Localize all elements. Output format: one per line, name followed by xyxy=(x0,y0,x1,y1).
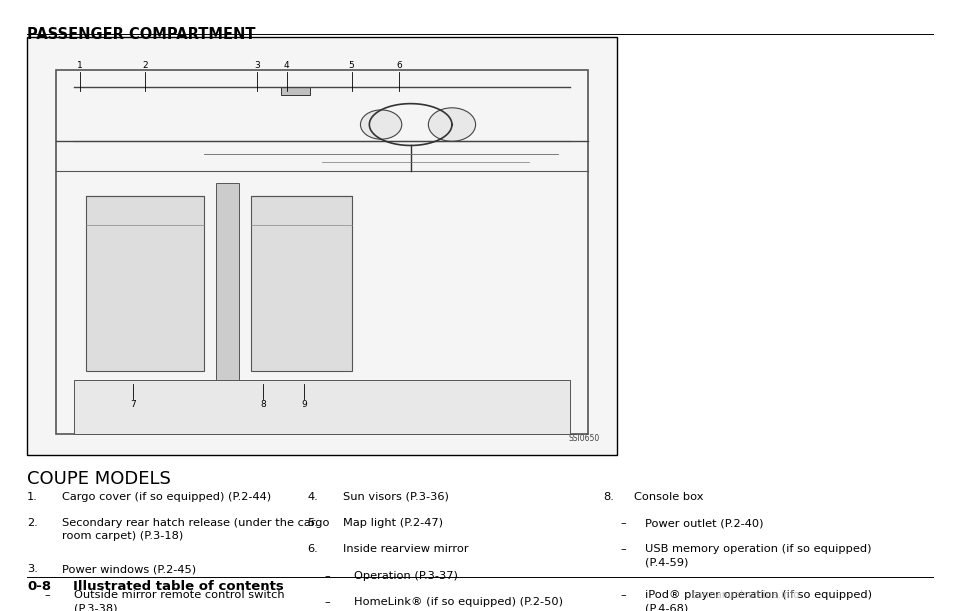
Text: 1.: 1. xyxy=(27,492,37,502)
Text: USB memory operation (if so equipped)
(P.4-59): USB memory operation (if so equipped) (P… xyxy=(645,544,872,568)
Text: –: – xyxy=(620,544,626,554)
Polygon shape xyxy=(86,196,204,371)
Text: Illustrated table of contents: Illustrated table of contents xyxy=(73,580,284,593)
Text: 4: 4 xyxy=(284,62,290,70)
Text: 8: 8 xyxy=(260,400,266,409)
Text: 1: 1 xyxy=(77,62,83,70)
Text: Outside mirror remote control switch
(P.3-38): Outside mirror remote control switch (P.… xyxy=(74,590,284,611)
Circle shape xyxy=(428,108,475,141)
Text: Power outlet (P.2-40): Power outlet (P.2-40) xyxy=(645,518,763,528)
Text: –: – xyxy=(324,597,330,607)
Text: 3.: 3. xyxy=(27,564,37,574)
Polygon shape xyxy=(74,380,570,434)
Text: PASSENGER COMPARTMENT: PASSENGER COMPARTMENT xyxy=(27,27,255,43)
Text: 2.: 2. xyxy=(27,518,37,528)
Text: HomeLink® (if so equipped) (P.2-50): HomeLink® (if so equipped) (P.2-50) xyxy=(354,597,564,607)
Polygon shape xyxy=(280,87,310,95)
Text: –: – xyxy=(620,518,626,528)
Text: 0-8: 0-8 xyxy=(27,580,51,593)
Text: –: – xyxy=(44,590,50,601)
Text: 6.: 6. xyxy=(307,544,318,554)
Text: 5: 5 xyxy=(348,62,354,70)
Text: 3: 3 xyxy=(254,62,260,70)
Text: Map light (P.2-47): Map light (P.2-47) xyxy=(343,518,443,528)
Text: 8.: 8. xyxy=(603,492,613,502)
Polygon shape xyxy=(216,183,239,413)
Text: carmanualsonline.info: carmanualsonline.info xyxy=(691,590,800,600)
Text: –: – xyxy=(620,590,626,601)
Text: 4.: 4. xyxy=(307,492,318,502)
Text: Cargo cover (if so equipped) (P.2-44): Cargo cover (if so equipped) (P.2-44) xyxy=(62,492,272,502)
Polygon shape xyxy=(252,196,351,371)
Circle shape xyxy=(360,110,402,139)
Text: 7: 7 xyxy=(131,400,136,409)
Text: Operation (P.3-37): Operation (P.3-37) xyxy=(354,571,458,580)
Text: 5.: 5. xyxy=(307,518,318,528)
Text: Sun visors (P.3-36): Sun visors (P.3-36) xyxy=(343,492,448,502)
FancyBboxPatch shape xyxy=(27,37,617,455)
Text: 6: 6 xyxy=(396,62,401,70)
Text: 9: 9 xyxy=(301,400,307,409)
Text: Console box: Console box xyxy=(634,492,703,502)
Text: Inside rearview mirror: Inside rearview mirror xyxy=(343,544,468,554)
Text: SSI0650: SSI0650 xyxy=(568,434,600,442)
Text: –: – xyxy=(324,571,330,580)
Text: Power windows (P.2-45): Power windows (P.2-45) xyxy=(62,564,197,574)
Text: 2: 2 xyxy=(142,62,148,70)
Text: Secondary rear hatch release (under the cargo
room carpet) (P.3-18): Secondary rear hatch release (under the … xyxy=(62,518,330,541)
Text: iPod® player operation (if so equipped)
(P.4-68): iPod® player operation (if so equipped) … xyxy=(645,590,872,611)
Text: COUPE MODELS: COUPE MODELS xyxy=(27,470,171,488)
